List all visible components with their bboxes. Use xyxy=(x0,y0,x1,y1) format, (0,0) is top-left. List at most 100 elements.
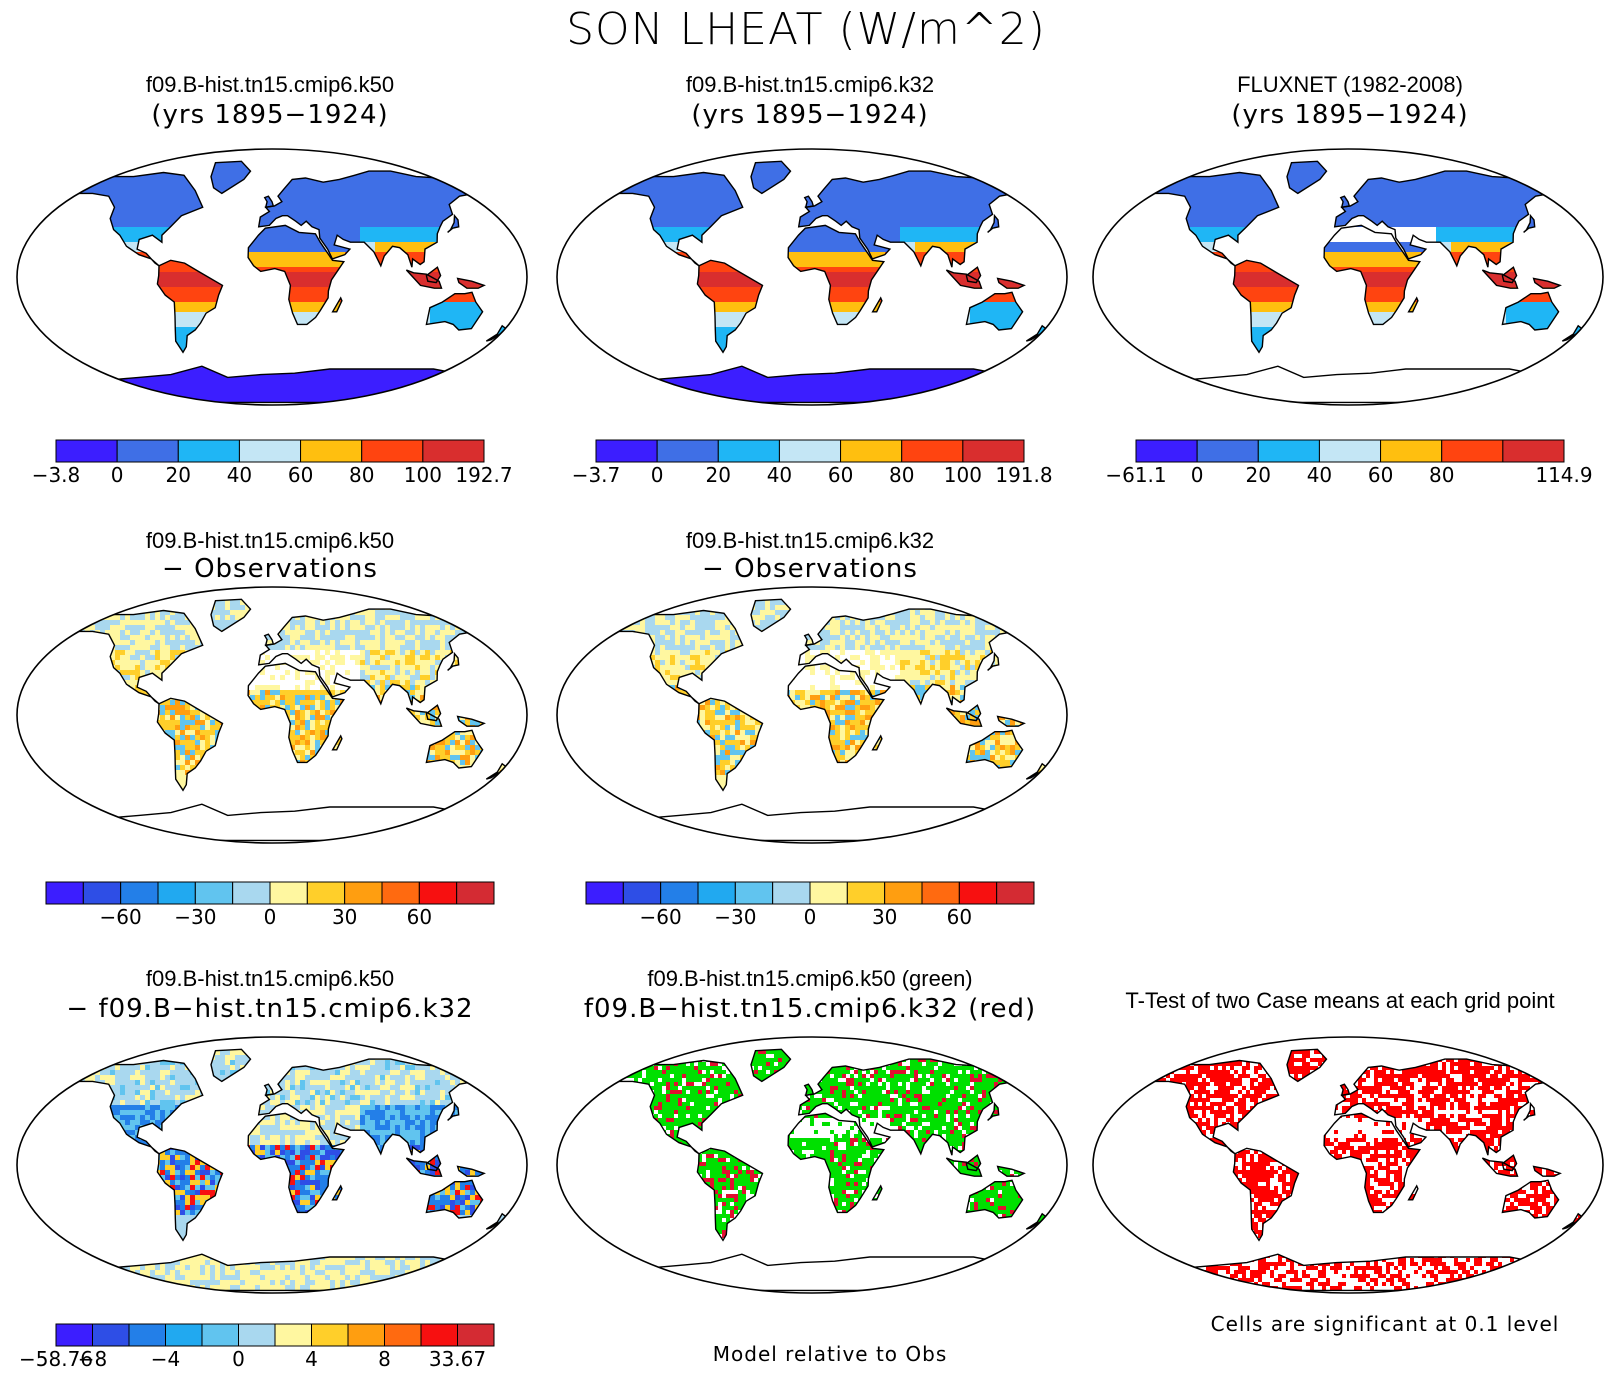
colorbar-tick-label: 114.9 xyxy=(1535,463,1592,487)
colorbar-swatch xyxy=(269,881,308,905)
colorbar-swatch xyxy=(660,881,699,905)
colorbar-swatch xyxy=(585,881,624,905)
panel-6-subtitle: − f09.B−hist.tn15.cmip6.k32 xyxy=(10,994,530,1024)
colorbar-tick-label: −60 xyxy=(640,905,682,929)
colorbar-swatch xyxy=(1502,439,1565,463)
colorbar-swatch xyxy=(116,439,179,463)
colorbar-swatch xyxy=(347,1323,385,1347)
colorbar-swatch xyxy=(165,1323,203,1347)
colorbar-tick-label: 4 xyxy=(305,1347,318,1371)
panel-6-title: f09.B-hist.tn15.cmip6.k50 xyxy=(10,966,530,992)
colorbar-swatch xyxy=(1257,439,1320,463)
colorbar-swatch xyxy=(128,1323,166,1347)
colorbar-swatch xyxy=(1380,439,1443,463)
colorbar-tick-label: 40 xyxy=(227,463,252,487)
colorbar-swatch xyxy=(232,881,271,905)
colorbar-swatch xyxy=(418,881,458,905)
colorbar-swatch xyxy=(422,439,485,463)
colorbar-tick-label: 60 xyxy=(288,463,313,487)
colorbar-swatch xyxy=(238,439,302,463)
colorbar-swatch xyxy=(311,1323,349,1347)
colorbar-swatch xyxy=(962,439,1025,463)
colorbar-swatch xyxy=(840,439,903,463)
colorbar-tick-label: −61.1 xyxy=(1105,463,1166,487)
panel-2-subtitle: (yrs 1895−1924) xyxy=(580,100,1040,130)
colorbar-swatch xyxy=(344,881,383,905)
colorbar-tick-label: −58.76 xyxy=(20,1347,93,1371)
colorbar-swatch xyxy=(92,1323,130,1347)
colorbar-swatch xyxy=(1196,439,1259,463)
colorbar-tick-label: 192.7 xyxy=(455,463,512,487)
colorbar-swatch xyxy=(697,881,736,905)
colorbar-swatch xyxy=(717,439,780,463)
panel-1-title: f09.B-hist.tn15.cmip6.k50 xyxy=(40,72,500,98)
colorbar-swatch xyxy=(420,1323,458,1347)
colorbar-tick-label: 60 xyxy=(407,905,432,929)
colorbar-swatch xyxy=(456,881,495,905)
colorbar-tick-label: −3.8 xyxy=(32,463,81,487)
colorbar-swatch xyxy=(45,881,84,905)
colorbar-swatch xyxy=(300,439,363,463)
colorbar-swatch xyxy=(884,881,923,905)
panel-1-subtitle: (yrs 1895−1924) xyxy=(40,100,500,130)
colorbar-k32-minus-obs: −60 −30 0 30 60 xyxy=(585,881,1035,929)
panel-5-title: f09.B-hist.tn15.cmip6.k32 xyxy=(580,528,1040,554)
colorbar-swatch xyxy=(361,439,424,463)
colorbar-tick-label: 0 xyxy=(804,905,817,929)
colorbar-swatch xyxy=(384,1323,422,1347)
colorbar-swatch xyxy=(157,881,196,905)
colorbar-tick-label: −3.7 xyxy=(572,463,621,487)
map-panel-k50 xyxy=(10,142,534,412)
map-panel-k32-minus-obs xyxy=(550,580,1074,850)
note-model-relative: Model relative to Obs xyxy=(620,1342,1040,1366)
map-panel-fluxnet xyxy=(1086,142,1610,412)
colorbar-tick-label: 0 xyxy=(111,463,124,487)
colorbar-swatch xyxy=(201,1323,239,1347)
colorbar-swatch xyxy=(274,1323,312,1347)
colorbar-fluxnet: −61.1 0 20 40 60 80 114.9 xyxy=(1105,439,1593,487)
colorbar-tick-label: 0 xyxy=(1191,463,1204,487)
colorbar-tick-label: 100 xyxy=(404,463,442,487)
colorbar-swatch xyxy=(457,1323,495,1347)
note-significance: Cells are significant at 0.1 level xyxy=(1170,1312,1600,1336)
colorbar-swatch xyxy=(595,439,658,463)
colorbar-swatch xyxy=(809,881,848,905)
panel-3-title: FLUXNET (1982-2008) xyxy=(1120,72,1580,98)
colorbar-swatch xyxy=(1318,439,1382,463)
colorbar-tick-label: 8 xyxy=(378,1347,391,1371)
colorbar-tick-label: 80 xyxy=(1429,463,1454,487)
colorbar-tick-label: 40 xyxy=(1307,463,1332,487)
colorbar-tick-label: −30 xyxy=(174,905,216,929)
colorbar-swatch xyxy=(996,881,1035,905)
colorbar-swatch xyxy=(55,1323,93,1347)
colorbar-tick-label: 20 xyxy=(706,463,731,487)
colorbar-swatch xyxy=(120,881,159,905)
colorbar-tick-label: −60 xyxy=(100,905,142,929)
colorbar-tick-label: −30 xyxy=(714,905,756,929)
map-panel-k32 xyxy=(550,142,1074,412)
colorbar-swatch xyxy=(306,881,346,905)
colorbar-tick-label: 0 xyxy=(651,463,664,487)
map-panel-ttest xyxy=(1086,1030,1610,1300)
colorbar-tick-label: 80 xyxy=(889,463,914,487)
panel-7-title: f09.B-hist.tn15.cmip6.k50 (green) xyxy=(550,966,1070,992)
panel-4-title: f09.B-hist.tn15.cmip6.k50 xyxy=(40,528,500,554)
colorbar-k50-minus-obs: −60 −30 0 30 60 xyxy=(45,881,495,929)
colorbar-swatch xyxy=(656,439,719,463)
colorbar-swatch xyxy=(958,881,998,905)
map-panel-k50-minus-k32 xyxy=(10,1030,534,1300)
colorbar-tick-label: 0 xyxy=(264,905,277,929)
colorbar-tick-label: 60 xyxy=(828,463,853,487)
panel-4-subtitle: − Observations xyxy=(40,554,500,584)
colorbar-tick-label: 30 xyxy=(872,905,897,929)
colorbar-tick-label: 191.8 xyxy=(995,463,1052,487)
colorbar-tick-label: 20 xyxy=(166,463,191,487)
panel-2-title: f09.B-hist.tn15.cmip6.k32 xyxy=(580,72,1040,98)
colorbar-tick-label: 20 xyxy=(1246,463,1271,487)
colorbar-swatch xyxy=(194,881,234,905)
map-panel-green-red xyxy=(550,1030,1074,1300)
colorbar-swatch xyxy=(1135,439,1198,463)
colorbar-tick-label: 0 xyxy=(232,1347,245,1371)
colorbar-swatch xyxy=(238,1323,276,1347)
panel-7-subtitle: f09.B−hist.tn15.cmip6.k32 (red) xyxy=(550,994,1070,1024)
